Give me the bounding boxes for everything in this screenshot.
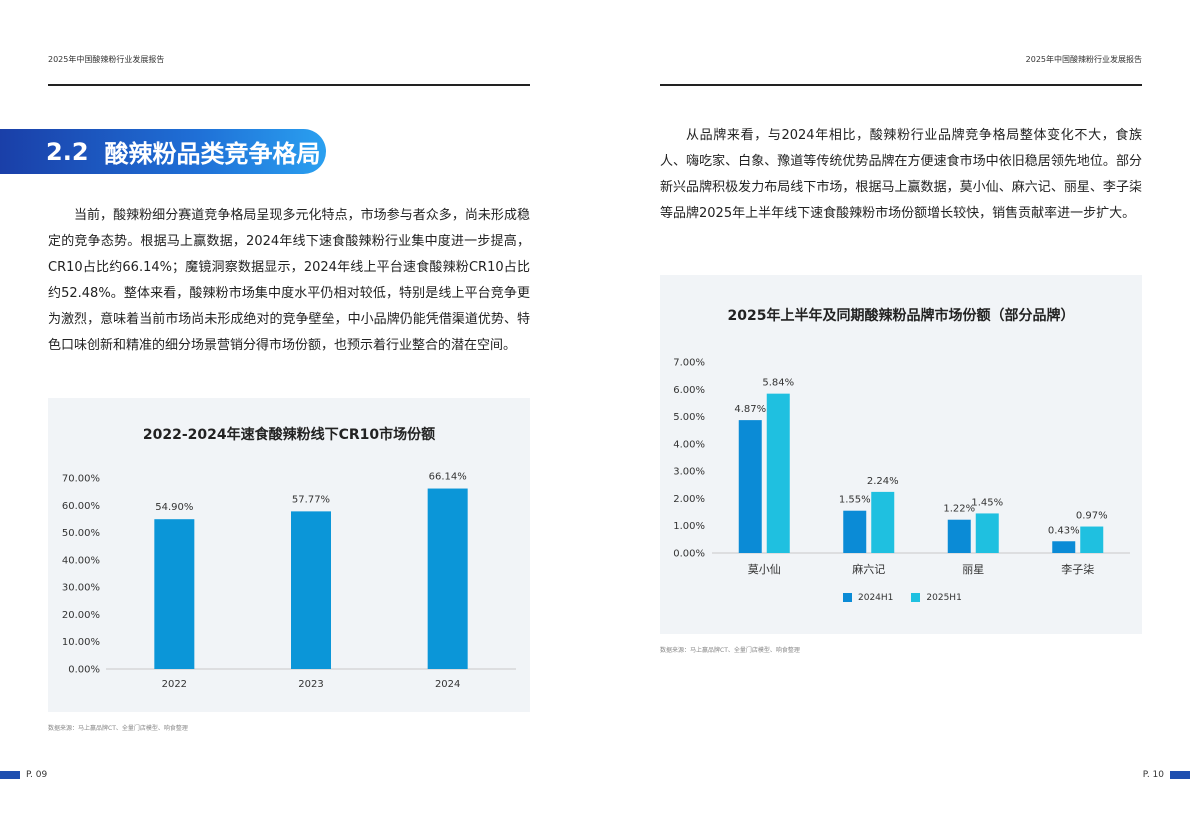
bar xyxy=(427,488,468,669)
bar xyxy=(947,519,971,553)
bar xyxy=(291,511,331,669)
y-tick-label: 0.00% xyxy=(673,549,705,560)
brand-share-legend: 2024H1 2025H1 xyxy=(843,593,962,603)
y-tick-label: 20.00% xyxy=(62,610,100,621)
page-bar-right xyxy=(1170,771,1190,779)
bar xyxy=(871,491,895,553)
y-tick-label: 4.00% xyxy=(673,439,705,450)
bar xyxy=(1052,541,1076,553)
y-tick-label: 10.00% xyxy=(62,637,100,648)
brand-share-chart-svg: 0.00% 1.00% 2.00% 3.00% 4.00% 5.00% 6.00% 7.00%… xyxy=(673,358,1130,576)
bar-value-label: 1.45% xyxy=(971,497,1003,508)
y-tick-label: 7.00% xyxy=(673,358,705,369)
bar-value-label: 54.90% xyxy=(155,502,193,513)
brand-share-chart: 2025年上半年及同期酸辣粉品牌市场份额（部分品牌） 0.00% 1.00% 2.0… xyxy=(660,275,1142,634)
cr10-chart-title: 2022-2024年速食酸辣粉线下CR10市场份额 xyxy=(142,427,436,443)
page-number-left-text: P. 09 xyxy=(26,770,48,780)
legend-label-2025h1: 2025H1 xyxy=(926,593,962,603)
y-tick-label: 2.00% xyxy=(673,494,705,505)
legend-item-2025h1: 2025H1 xyxy=(911,593,962,603)
cr10-chart: 2022-2024年速食酸辣粉线下CR10市场份额 0.00% 10.00% 20.… xyxy=(48,398,530,712)
right-paragraph: 从品牌来看，与2024年相比，酸辣粉行业品牌竞争格局整体变化不大，食族人、嗨吃家… xyxy=(660,128,1142,221)
y-tick-label: 1.00% xyxy=(673,521,705,532)
y-tick-label: 3.00% xyxy=(673,467,705,478)
left-source-note: 数据来源：马上赢品牌CT、全量门店模型、响食整理 xyxy=(48,725,188,732)
bar xyxy=(1080,526,1104,553)
bar xyxy=(843,510,867,553)
y-tick-label: 40.00% xyxy=(62,555,100,566)
legend-item-2024h1: 2024H1 xyxy=(843,593,893,603)
bar-value-label: 0.43% xyxy=(1048,525,1080,536)
y-tick-label: 0.00% xyxy=(68,665,100,676)
bar-value-label: 0.97% xyxy=(1076,511,1108,522)
bar xyxy=(975,513,999,553)
brand-share-chart-title: 2025年上半年及同期酸辣粉品牌市场份额（部分品牌） xyxy=(727,308,1075,324)
y-tick-label: 5.00% xyxy=(673,412,705,423)
right-source-note: 数据来源：马上赢品牌CT、全量门店模型、响食整理 xyxy=(660,647,800,654)
y-tick-label: 60.00% xyxy=(62,501,100,512)
bar xyxy=(154,519,195,669)
header-left: 2025年中国酸辣粉行业发展报告 xyxy=(48,55,165,64)
bar xyxy=(766,393,790,553)
legend-swatch-2025h1 xyxy=(911,593,921,602)
bar-value-label: 1.22% xyxy=(943,504,975,515)
bar-value-label: 4.87% xyxy=(734,404,766,415)
y-tick-label: 50.00% xyxy=(62,528,100,539)
x-tick-label: 丽星 xyxy=(962,563,984,576)
header-right: 2025年中国酸辣粉行业发展报告 xyxy=(1025,55,1142,64)
y-tick-label: 6.00% xyxy=(673,385,705,396)
bar-value-label: 57.77% xyxy=(292,494,330,505)
x-tick-label: 2024 xyxy=(435,679,460,690)
bar-value-label: 66.14% xyxy=(429,472,467,483)
bar-value-label: 2.24% xyxy=(867,476,899,487)
page-number-right: P. 10 xyxy=(1143,770,1190,780)
legend-swatch-2024h1 xyxy=(843,593,852,602)
section-number: 2.2 xyxy=(46,137,89,166)
x-tick-label: 莫小仙 xyxy=(748,563,781,576)
page-number-left: P. 09 xyxy=(0,770,47,780)
bar-value-label: 1.55% xyxy=(839,495,871,506)
page-bar-left xyxy=(0,771,20,779)
x-tick-label: 李子柒 xyxy=(1061,562,1094,576)
header-divider-left xyxy=(48,84,530,86)
legend-label-2024h1: 2024H1 xyxy=(858,593,894,603)
x-tick-label: 麻六记 xyxy=(852,562,885,576)
bar xyxy=(738,420,762,553)
cr10-chart-svg: 0.00% 10.00% 20.00% 30.00% 40.00% 50.00% 60.00… xyxy=(62,472,516,690)
section-title: 酸辣粉品类竞争格局 xyxy=(104,140,321,168)
page-number-right-text: P. 10 xyxy=(1142,770,1164,780)
x-tick-label: 2022 xyxy=(162,679,187,690)
y-tick-label: 70.00% xyxy=(62,474,100,485)
left-paragraph: 当前，酸辣粉细分赛道竞争格局呈现多元化特点，市场参与者众多，尚未形成稳定的竞争态… xyxy=(48,208,530,353)
header-divider-right xyxy=(660,84,1142,86)
section-title-banner: 2.2 酸辣粉品类竞争格局 xyxy=(0,129,326,174)
x-tick-label: 2023 xyxy=(298,679,323,690)
y-tick-label: 30.00% xyxy=(62,583,100,594)
bar-value-label: 5.84% xyxy=(762,378,794,389)
